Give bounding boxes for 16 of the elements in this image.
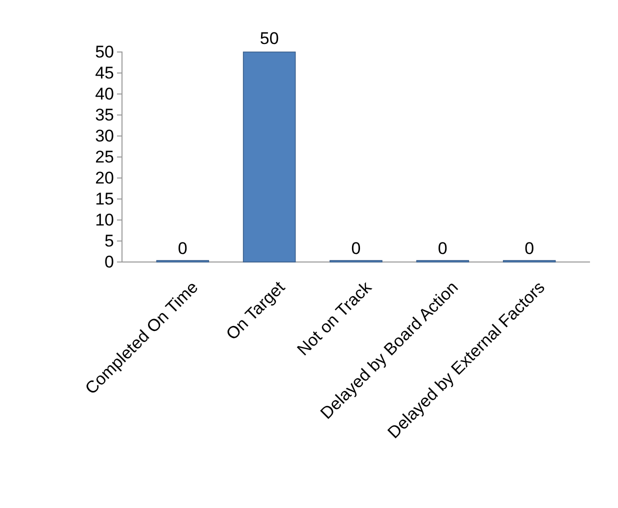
y-tick-label: 0 xyxy=(104,252,114,272)
data-label: 0 xyxy=(524,239,534,258)
y-tick-label: 20 xyxy=(95,168,114,188)
y-tick-label: 35 xyxy=(95,105,114,124)
data-label: 0 xyxy=(351,239,361,258)
y-tick-label: 50 xyxy=(95,42,114,62)
y-tick-label: 15 xyxy=(95,189,114,208)
y-tick-label: 30 xyxy=(95,126,114,146)
data-label: 0 xyxy=(178,239,188,258)
data-label: 50 xyxy=(260,29,279,48)
y-tick-label: 45 xyxy=(95,63,114,82)
y-tick-label: 5 xyxy=(104,231,114,250)
y-tick-label: 25 xyxy=(95,147,114,166)
y-tick-label: 40 xyxy=(95,84,114,104)
y-tick-label: 10 xyxy=(95,210,114,230)
data-label: 0 xyxy=(438,239,448,258)
